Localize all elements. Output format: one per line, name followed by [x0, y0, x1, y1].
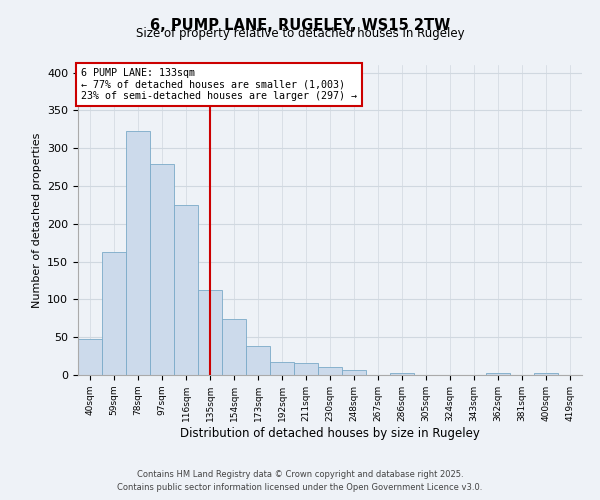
Bar — [198, 290, 222, 375]
Text: 6, PUMP LANE, RUGELEY, WS15 2TW: 6, PUMP LANE, RUGELEY, WS15 2TW — [150, 18, 450, 32]
Text: 6 PUMP LANE: 133sqm
← 77% of detached houses are smaller (1,003)
23% of semi-det: 6 PUMP LANE: 133sqm ← 77% of detached ho… — [80, 68, 356, 102]
Bar — [342, 370, 366, 375]
Text: Contains HM Land Registry data © Crown copyright and database right 2025.
Contai: Contains HM Land Registry data © Crown c… — [118, 470, 482, 492]
Y-axis label: Number of detached properties: Number of detached properties — [32, 132, 41, 308]
Bar — [78, 338, 102, 375]
Bar — [222, 319, 246, 375]
Bar — [246, 346, 270, 375]
Bar — [486, 372, 510, 375]
X-axis label: Distribution of detached houses by size in Rugeley: Distribution of detached houses by size … — [180, 426, 480, 440]
Bar — [174, 205, 198, 375]
Bar — [318, 368, 342, 375]
Bar — [102, 252, 126, 375]
Text: Size of property relative to detached houses in Rugeley: Size of property relative to detached ho… — [136, 28, 464, 40]
Bar — [126, 131, 150, 375]
Bar — [390, 372, 414, 375]
Bar — [294, 363, 318, 375]
Bar — [150, 164, 174, 375]
Bar — [534, 374, 558, 375]
Bar — [270, 362, 294, 375]
